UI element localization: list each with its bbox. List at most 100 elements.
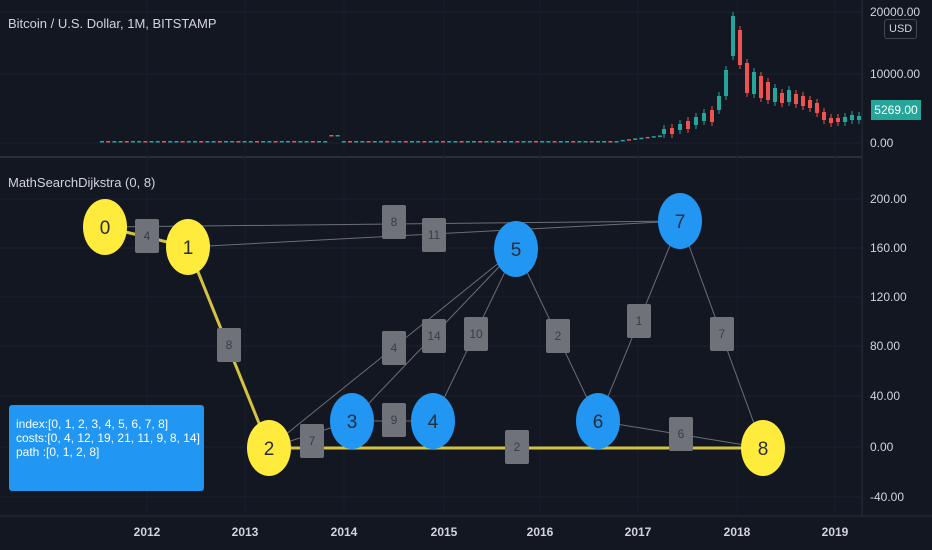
indicator-axis-label: 200.00: [870, 192, 907, 206]
candle: [403, 141, 408, 143]
node-2-label: 2: [264, 439, 275, 460]
edge-weight-label-0-7: 8: [391, 215, 398, 229]
graph-nodes: 0 1 2 3 4 5 6 7 8: [83, 193, 785, 476]
candle: [766, 82, 770, 100]
edge-weight-label-2-3: 7: [309, 434, 316, 448]
candle: [261, 141, 266, 143]
candle: [205, 141, 210, 143]
candle: [651, 136, 656, 138]
candle: [608, 141, 613, 143]
candle: [248, 141, 253, 143]
node-6-circle: [576, 393, 620, 449]
candle: [710, 110, 714, 122]
candle: [738, 30, 742, 65]
currency-button[interactable]: USD: [884, 19, 918, 39]
candle: [678, 124, 682, 130]
candle: [546, 141, 551, 143]
candle: [540, 141, 545, 143]
edge-weight-box-3-4: [382, 403, 406, 437]
candle: [106, 141, 111, 143]
node-7-circle: [658, 193, 702, 249]
candle: [118, 141, 123, 143]
edge-weight-box-7-8: [710, 317, 734, 351]
candle: [717, 96, 721, 110]
candle: [534, 141, 538, 143]
edge-weight-label-7-8: 7: [719, 327, 726, 341]
candle: [850, 115, 854, 120]
candle: [441, 141, 445, 143]
candle: [645, 136, 650, 139]
time-axis-label: 2015: [431, 525, 458, 539]
candle: [787, 90, 791, 102]
candle: [211, 141, 216, 143]
axes: 20000.0010000.000.00200.00160.00120.0080…: [134, 5, 921, 539]
candle: [484, 141, 489, 143]
node-6-label: 6: [593, 412, 604, 433]
candle: [335, 135, 340, 137]
edge-weight-box-2-5: [382, 331, 406, 365]
indicator-title[interactable]: MathSearchDijkstra (0, 8): [8, 175, 156, 190]
candle: [292, 141, 297, 143]
edge-weight-label-6-8: 6: [678, 427, 685, 441]
candle: [372, 141, 377, 143]
node-4-circle: [411, 393, 455, 449]
candle: [410, 141, 414, 143]
edge-weight-label-4-5: 10: [469, 327, 483, 341]
candle: [304, 141, 309, 143]
candle: [360, 141, 365, 143]
candle: [124, 141, 129, 143]
candle: [829, 118, 833, 123]
candle: [236, 141, 241, 143]
candle: [162, 141, 166, 143]
price-axis-label: 10000.00: [870, 67, 920, 81]
candle: [366, 141, 371, 143]
indicator-axis-label: 80.00: [870, 339, 900, 353]
candle: [391, 141, 396, 143]
edge-weight-label-2-8: 2: [514, 440, 521, 454]
candle: [745, 63, 749, 93]
edge-weight-box-4-5: [464, 317, 488, 351]
edge-weight-box-0-7: [382, 205, 406, 239]
candle: [731, 16, 735, 56]
candle: [694, 117, 698, 125]
candle: [773, 88, 777, 102]
time-axis-label: 2017: [625, 525, 652, 539]
node-0-label: 0: [100, 218, 111, 239]
edge-weight-box-0-1: [135, 219, 159, 253]
candle: [521, 141, 526, 143]
candle: [255, 141, 259, 143]
candle: [317, 141, 321, 143]
candle: [186, 141, 191, 143]
node-8-circle: [741, 420, 785, 476]
candle: [267, 141, 272, 143]
candle: [801, 96, 805, 106]
node-3-circle: [330, 393, 374, 449]
candle: [310, 141, 315, 143]
candle: [857, 116, 861, 120]
node-3-label: 3: [347, 412, 358, 433]
candle: [273, 141, 278, 143]
node-5-label: 5: [511, 240, 522, 261]
candle: [323, 141, 328, 143]
indicator-axis-label: 120.00: [870, 290, 907, 304]
candle: [670, 128, 674, 134]
candle: [149, 141, 154, 143]
candle: [131, 141, 135, 143]
candle: [702, 113, 706, 121]
candle: [724, 70, 728, 96]
edge-weight-label-1-2: 8: [226, 338, 233, 352]
result-path-line: path :[0, 1, 2, 8]: [16, 445, 100, 459]
candle: [379, 141, 383, 143]
candle: [836, 118, 840, 122]
indicator-axis-label: -40.00: [870, 490, 904, 504]
candle: [168, 141, 173, 143]
indicator-axis-label: 40.00: [870, 389, 900, 403]
price-candles: [100, 12, 861, 143]
node-2-circle: [247, 420, 291, 476]
candle: [633, 138, 638, 140]
node-1-label: 1: [183, 238, 194, 259]
candle: [565, 141, 569, 143]
time-axis-label: 2016: [527, 525, 554, 539]
